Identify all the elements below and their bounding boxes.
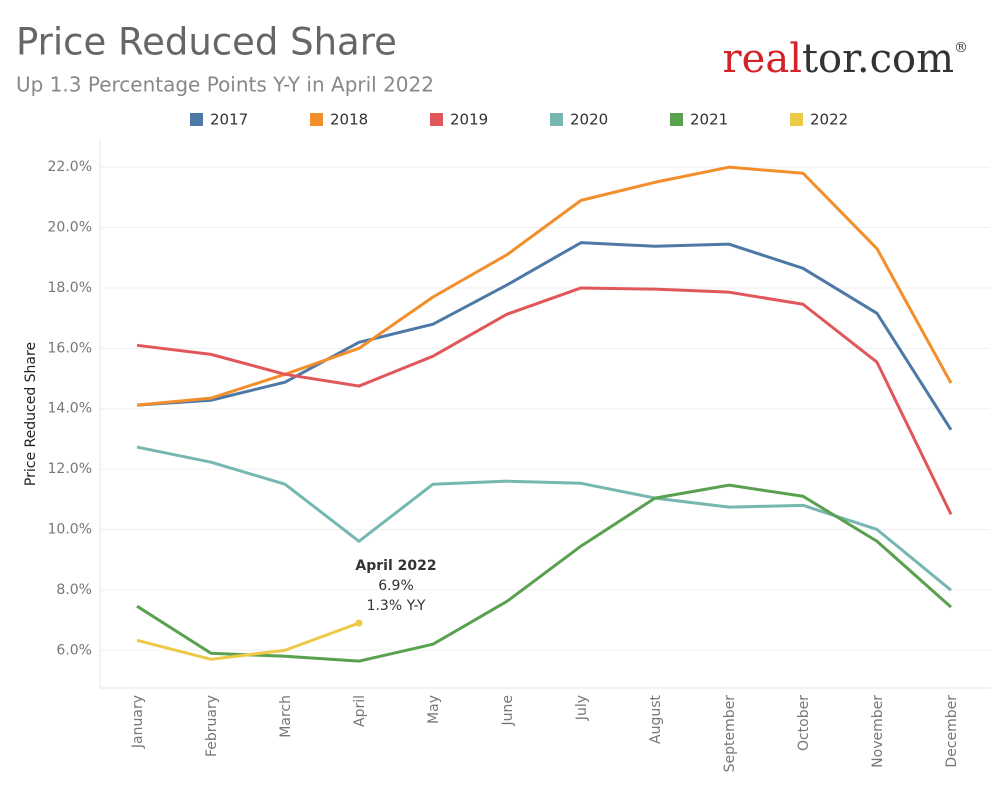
- y-tick-label: 10.0%: [48, 521, 92, 537]
- x-tick-label: April: [352, 695, 368, 727]
- series-line: [136, 241, 953, 431]
- logo: realtor.com®: [723, 36, 968, 82]
- y-tick-label: 12.0%: [48, 461, 92, 477]
- logo-part: ®: [954, 40, 968, 56]
- annotation-title: April 2022: [355, 558, 436, 574]
- legend-label: 2022: [810, 111, 848, 129]
- legend-label: 2020: [570, 111, 608, 129]
- x-tick-label: September: [722, 695, 738, 773]
- y-axis-label: Price Reduced Share: [23, 342, 39, 486]
- legend-label: 2018: [330, 111, 368, 129]
- y-tick-label: 18.0%: [48, 280, 92, 296]
- chart-subtitle: Up 1.3 Percentage Points Y-Y in April 20…: [16, 73, 434, 97]
- legend-swatch: [430, 113, 443, 126]
- x-tick-label: February: [204, 695, 220, 757]
- x-tick-label: November: [870, 695, 886, 768]
- x-tick-label: December: [944, 695, 960, 768]
- x-tick-label: August: [648, 694, 664, 744]
- legend-label: 2021: [690, 111, 728, 129]
- x-tick-label: May: [426, 695, 442, 724]
- annotation-change: 1.3% Y-Y: [367, 598, 426, 614]
- y-tick-label: 16.0%: [48, 340, 92, 356]
- y-tick-label: 8.0%: [56, 582, 92, 598]
- y-tick-label: 14.0%: [48, 401, 92, 417]
- legend-label: 2019: [450, 111, 488, 129]
- x-tick-label: March: [278, 695, 294, 738]
- series-line: [136, 286, 953, 516]
- legend-label: 2017: [210, 111, 248, 129]
- series-line: [136, 483, 952, 663]
- annotation-value: 6.9%: [378, 578, 414, 594]
- x-tick-label: January: [130, 695, 146, 749]
- legend-swatch: [670, 113, 683, 126]
- y-tick-label: 22.0%: [48, 159, 92, 175]
- series-line: [136, 165, 953, 407]
- series-line: [136, 445, 952, 592]
- logo-part: real: [723, 36, 802, 82]
- y-tick-label: 6.0%: [56, 642, 92, 658]
- x-tick-label: October: [796, 695, 812, 751]
- legend-swatch: [310, 113, 323, 126]
- legend-swatch: [790, 113, 803, 126]
- legend-swatch: [190, 113, 203, 126]
- x-tick-label: June: [500, 695, 516, 727]
- x-tick-label: July: [574, 695, 590, 721]
- chart-title: Price Reduced Share: [16, 21, 397, 64]
- y-tick-label: 20.0%: [48, 220, 92, 236]
- logo-part: tor.com: [802, 36, 954, 82]
- end-point: [355, 619, 363, 627]
- legend-swatch: [550, 113, 563, 126]
- series-line: [136, 621, 360, 661]
